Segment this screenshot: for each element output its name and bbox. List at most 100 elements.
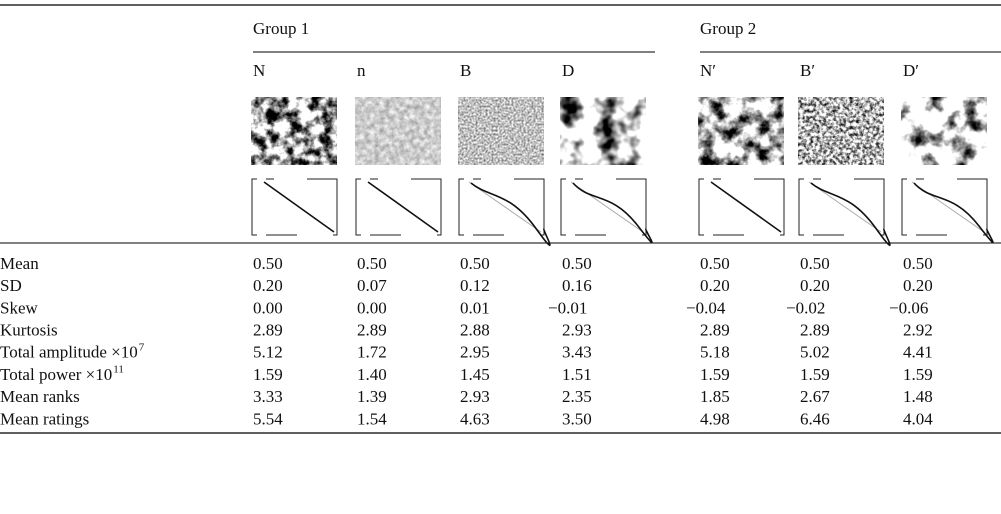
row-label: SD <box>0 276 22 295</box>
cell: 1.59 <box>253 365 283 384</box>
qq-frame <box>561 179 646 235</box>
cell: 0.00 <box>357 298 387 317</box>
qq-frame <box>356 179 441 235</box>
page: {"table": { "groups": ["Group 1", "Group… <box>0 0 1001 514</box>
column-header: D′ <box>903 61 919 80</box>
qq-curve <box>264 182 334 232</box>
cell: 0.01 <box>460 298 490 317</box>
texture-image <box>901 97 987 165</box>
qq-curve <box>471 183 550 245</box>
cell: 1.48 <box>903 387 933 406</box>
column-header: D <box>562 61 574 80</box>
cell: 1.72 <box>357 343 387 362</box>
qq-curve <box>368 182 438 232</box>
cell: 1.59 <box>903 365 933 384</box>
cell: 0.50 <box>357 254 387 273</box>
cell: 2.67 <box>800 387 830 406</box>
texture-image <box>251 97 337 165</box>
group-header: Group 1 <box>253 19 309 38</box>
cell: 2.88 <box>460 321 490 340</box>
row-label: Mean ratings <box>0 409 89 428</box>
column-header: n <box>357 61 366 80</box>
cell: 2.95 <box>460 343 490 362</box>
row-label: Kurtosis <box>0 321 58 340</box>
qq-plot <box>356 179 441 235</box>
cell: 3.33 <box>253 387 283 406</box>
qq-plot <box>459 179 550 245</box>
row-label: Mean ranks <box>0 387 80 406</box>
cell: 4.04 <box>903 409 933 428</box>
row-label-exponent: 7 <box>139 341 145 353</box>
texture-image <box>355 97 441 165</box>
texture-image <box>560 97 646 165</box>
cell: 0.20 <box>253 276 283 295</box>
cell: 2.89 <box>357 321 387 340</box>
table: Group 1 Group 2 Nn B D N′ B′ D′ Mean 0.50 0.50 0.50… <box>0 0 1001 514</box>
cell: 1.51 <box>562 365 592 384</box>
row-label-exponent: 11 <box>113 364 124 376</box>
cell: 6.46 <box>800 409 830 428</box>
cell: 2.89 <box>700 321 730 340</box>
cell: 5.54 <box>253 409 283 428</box>
texture-image <box>698 97 784 165</box>
cell: 4.41 <box>903 343 933 362</box>
qq-curve <box>914 183 993 242</box>
cell: −0.04 <box>686 298 726 317</box>
cell: 5.18 <box>700 343 730 362</box>
qq-plot <box>252 179 337 235</box>
cell: 4.98 <box>700 409 730 428</box>
cell: 4.63 <box>460 409 490 428</box>
qq-frame <box>252 179 337 235</box>
column-header: B <box>460 61 471 80</box>
cell: 1.59 <box>800 365 830 384</box>
cell: 1.85 <box>700 387 730 406</box>
cell: 0.50 <box>903 254 933 273</box>
cell: 1.59 <box>700 365 730 384</box>
row-label: Mean <box>0 254 39 273</box>
row-label: Skew <box>0 298 39 317</box>
cell: 0.50 <box>460 254 490 273</box>
cell: −0.02 <box>786 298 825 317</box>
cell: 0.50 <box>700 254 730 273</box>
qq-frame <box>459 179 544 235</box>
cell: 0.50 <box>253 254 283 273</box>
texture-image <box>458 97 544 165</box>
cell: 0.20 <box>903 276 933 295</box>
column-header: B′ <box>800 61 815 80</box>
qq-plot <box>561 179 652 242</box>
row-label: Total amplitude ×10 <box>0 343 138 362</box>
cell: 3.50 <box>562 409 592 428</box>
cell: 0.12 <box>460 276 490 295</box>
cell: 0.00 <box>253 298 283 317</box>
cell: 2.93 <box>460 387 490 406</box>
qq-plot <box>799 179 890 245</box>
texture-image <box>798 97 884 165</box>
cell: 1.45 <box>460 365 490 384</box>
cell: 2.35 <box>562 387 592 406</box>
column-header: N <box>253 61 265 80</box>
cell: −0.01 <box>548 298 587 317</box>
qq-curve <box>811 183 890 245</box>
cell: 0.20 <box>800 276 830 295</box>
cell: −0.06 <box>889 298 928 317</box>
cell: 0.50 <box>800 254 830 273</box>
cell: 0.50 <box>562 254 592 273</box>
qq-curve <box>573 183 652 242</box>
cell: 2.92 <box>903 321 933 340</box>
cell: 3.43 <box>562 343 592 362</box>
qq-plot <box>699 179 784 235</box>
cell: 1.39 <box>357 387 387 406</box>
qq-frame <box>799 179 884 235</box>
group-header: Group 2 <box>700 19 756 38</box>
cell: 0.07 <box>357 276 387 295</box>
cell: 5.12 <box>253 343 283 362</box>
cell: 1.40 <box>357 365 387 384</box>
qq-frame <box>902 179 987 235</box>
cell: 1.54 <box>357 409 387 428</box>
row-label: Total power ×10 <box>0 365 112 384</box>
qq-frame <box>699 179 784 235</box>
qq-curve <box>711 182 781 232</box>
cell: 2.89 <box>253 321 283 340</box>
column-header: N′ <box>700 61 716 80</box>
cell: 0.16 <box>562 276 592 295</box>
